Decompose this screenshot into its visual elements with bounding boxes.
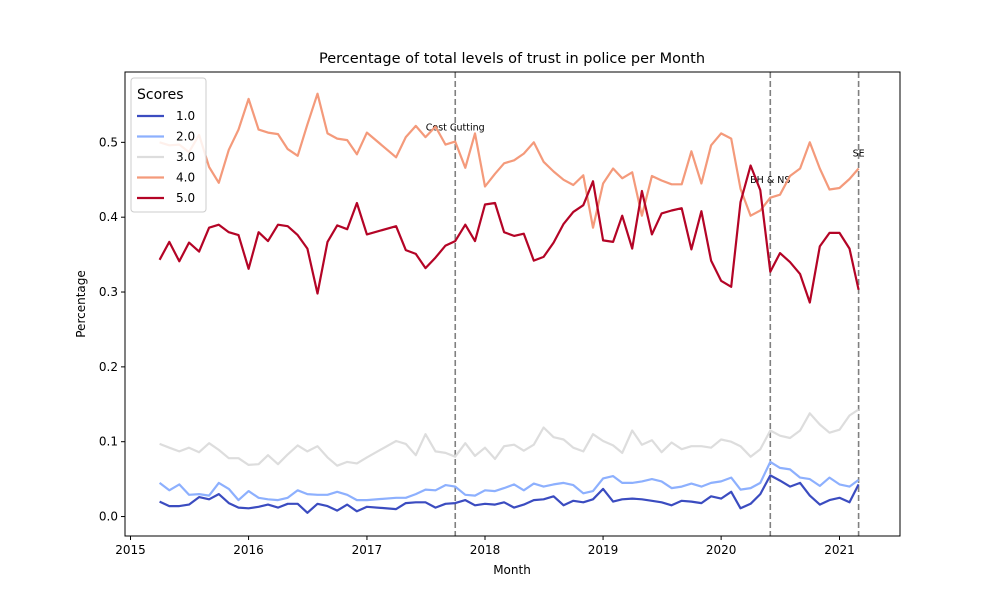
- chart-title: Percentage of total levels of trust in p…: [319, 51, 705, 67]
- event-marker-label: SE: [853, 149, 865, 160]
- series-line-3-0: [159, 408, 860, 467]
- y-tick-label: 0.0: [99, 510, 118, 524]
- legend-title: Scores: [137, 87, 184, 103]
- series-line-4-0: [159, 92, 860, 229]
- x-tick-label: 2017: [352, 543, 383, 557]
- x-tick-label: 2018: [470, 543, 501, 557]
- legend: Scores 1.0 2.0 3.0 4.0 5.0: [130, 77, 207, 213]
- y-axis-label: Percentage: [74, 270, 88, 338]
- x-tick-label: 2021: [824, 543, 855, 557]
- x-tick-label: 2019: [588, 543, 619, 557]
- y-tick-label: 0.1: [99, 435, 118, 449]
- event-marker-label: BH & NS: [750, 175, 790, 186]
- series-line-5-0: [158, 164, 860, 304]
- legend-label: 3.0: [176, 150, 195, 164]
- x-tick-label: 2015: [115, 543, 146, 557]
- legend-label: 2.0: [176, 130, 195, 144]
- series-line-2-0: [158, 460, 860, 502]
- x-axis-label: Month: [493, 563, 531, 577]
- event-marker-label: Cost Cutting: [426, 122, 485, 133]
- series-line-1-0: [159, 474, 860, 514]
- plot-area: [124, 71, 901, 537]
- y-tick-label: 0.3: [99, 285, 118, 299]
- x-tick-label: 2020: [706, 543, 737, 557]
- x-tick-label: 2016: [233, 543, 264, 557]
- y-tick-label: 0.2: [99, 360, 118, 374]
- legend-label: 5.0: [176, 191, 195, 205]
- y-tick-label: 0.5: [99, 135, 118, 149]
- y-tick-label: 0.4: [99, 210, 118, 224]
- legend-label: 4.0: [176, 171, 195, 185]
- legend-label: 1.0: [176, 109, 195, 123]
